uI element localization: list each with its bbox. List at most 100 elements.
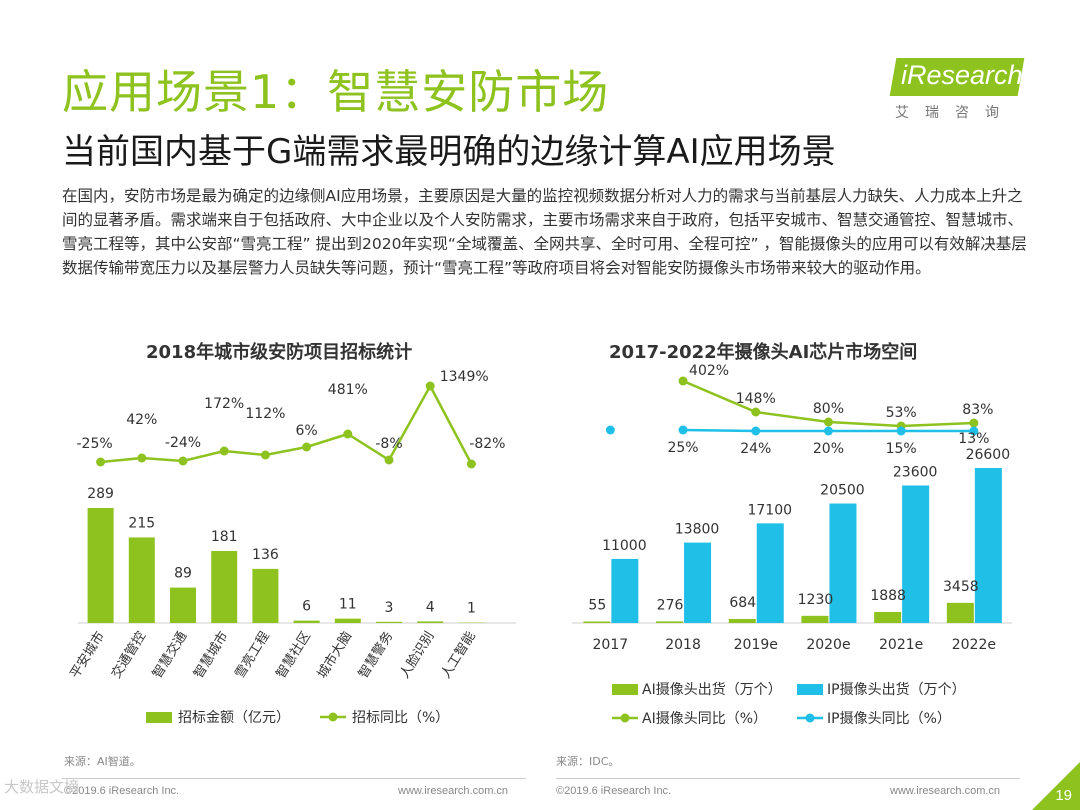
chart1-yoy-label-0: -25% (77, 436, 113, 452)
chart1-bar-label-2: 89 (174, 566, 192, 582)
chart2-ip-yoy-label-2: 24% (740, 441, 771, 457)
chart2-ip-bar-4 (902, 485, 930, 623)
chart2-ai-yoy-label-2: 148% (736, 391, 776, 407)
chart2-ai-yoy-point-2 (751, 407, 761, 417)
chart1-category-label-6: 城市大脑 (314, 629, 355, 682)
chart1-bar-label-8: 4 (426, 599, 435, 615)
logo-text: iResearch (901, 60, 1023, 90)
chart1-legend-line-marker (328, 712, 338, 722)
chart2-legend-ip-line-label: IP摄像头同比（%） (827, 711, 951, 727)
chart1-yoy-point-1 (137, 453, 147, 463)
chart2-title: 2017-2022年摄像头AI芯片市场空间 (609, 342, 918, 363)
chart2-ai-yoy-label-4: 53% (886, 405, 917, 421)
chart1-title: 2018年城市级安防项目招标统计 (146, 342, 413, 363)
chart2-ip-bar-2 (756, 523, 784, 623)
chart2-ip-yoy-point-4 (896, 426, 906, 436)
chart1-yoy-line (100, 383, 473, 465)
chart2-category-label-1: 2018 (665, 637, 701, 653)
footer-right-url[interactable]: www.iresearch.com.cn (890, 785, 1001, 797)
chart1-bar-4 (252, 568, 279, 623)
chart2-ip-yoy-label-3: 20% (813, 441, 844, 457)
chart1-bar-label-1: 215 (128, 515, 155, 531)
chart1-yoy-point-6 (343, 429, 353, 439)
chart1-legend-line-label: 招标同比（%） (352, 710, 449, 726)
chart1-category-label-0: 平安城市 (67, 629, 108, 682)
chart2-ip-bar-label-5: 26600 (966, 447, 1011, 463)
footer-left-copyright: ©2019.6 iResearch Inc. (64, 785, 180, 797)
chart2-legend-ai-line-label: AI摄像头同比（%） (642, 711, 767, 727)
chart1-category-label-5: 智慧社区 (273, 629, 314, 682)
chart1-bar-8 (417, 621, 444, 623)
chart2-ai-bar-label-3: 1230 (798, 592, 834, 608)
chart2-legend-ip-bar-swatch (797, 684, 823, 695)
chart1-legend-bar-label: 招标金额（亿元） (178, 710, 290, 726)
chart1-category-label-2: 智慧交通 (149, 629, 190, 682)
chart1-yoy-point-5 (302, 442, 312, 452)
chart2-category-label-5: 2022e (952, 637, 996, 653)
chart2-ai-bar-label-4: 1888 (870, 588, 906, 604)
chart1-yoy-label-9: -82% (469, 436, 505, 452)
logo-subtext: 艾瑞咨询 (895, 105, 1015, 121)
chart2-legend-ai-bar-label: AI摄像头出货（万个） (642, 681, 782, 698)
chart2-ai-bar-2 (728, 619, 756, 623)
chart2-ai-yoy-label-5: 83% (962, 402, 993, 418)
chart1-legend-bar-swatch (146, 712, 172, 723)
chart2-ip-bar-label-2: 17100 (747, 502, 792, 518)
chart2-ai-yoy-point-1 (678, 376, 688, 386)
chart2-ai-bar-4 (874, 611, 902, 623)
chart1-bar-7 (376, 621, 402, 623)
chart1-category-label-3: 智慧城市 (190, 629, 231, 682)
chart2-ai-bar-5 (946, 602, 974, 623)
chart1-bar-label-9: 1 (467, 601, 476, 617)
watermark: 大数据文摘 (4, 778, 80, 796)
chart1-bar-5 (293, 620, 320, 623)
chart1-source: 来源：AI智道。 (64, 755, 141, 768)
chart1-bar-label-6: 11 (339, 597, 357, 613)
page-number: 19 (1055, 787, 1072, 804)
chart2-legend-ip-bar-label: IP摄像头出货（万个） (827, 681, 966, 698)
chart1-bar-1 (128, 537, 155, 623)
chart2-category-label-4: 2021e (879, 637, 923, 653)
chart1-yoy-label-7: -8% (375, 436, 402, 452)
chart2-ip-yoy-point-0 (605, 425, 615, 435)
chart2-ip-yoy-point-3 (823, 426, 833, 436)
chart2-category-label-3: 2020e (806, 637, 850, 653)
chart2-ip-bar-3 (829, 503, 857, 623)
chart1-yoy-label-8: 1349% (440, 369, 489, 385)
chart1-yoy-point-3 (219, 446, 229, 456)
chart2-ip-yoy-point-5 (969, 426, 979, 436)
chart2-ai-bar-label-5: 3458 (943, 579, 979, 595)
chart2-ai-bar-label-2: 684 (729, 595, 756, 611)
chart1-category-label-7: 智慧警务 (355, 629, 396, 682)
footer-right-copyright: ©2019.6 iResearch Inc. (556, 785, 672, 797)
chart2-ai-bar-3 (801, 615, 829, 623)
chart2-ip-yoy-point-1 (678, 425, 688, 435)
chart1-yoy-point-0 (96, 457, 106, 467)
chart1-bar-3 (211, 550, 238, 623)
chart1-yoy-label-3: 172% (204, 396, 244, 412)
chart1-bar-6 (334, 618, 361, 623)
chart1-yoy-point-7 (384, 455, 394, 465)
chart2-ip-bar-label-3: 20500 (820, 483, 865, 499)
chart1-bar-0 (87, 508, 114, 623)
chart1-yoy-point-9 (466, 459, 476, 469)
chart1-bar-label-0: 289 (87, 486, 114, 502)
slide-title: 应用场景1：智慧安防市场 (62, 65, 610, 119)
page-number-corner (1032, 762, 1080, 810)
slide-subtitle: 当前国内基于G端需求最明确的边缘计算AI应用场景 (62, 132, 836, 172)
chart2-ai-yoy-label-1: 402% (689, 363, 729, 379)
footer-divider-right (556, 778, 1020, 779)
chart1-category-label-4: 雪亮工程 (232, 629, 273, 682)
footer-divider-left (62, 778, 526, 779)
footer-left-url[interactable]: www.iresearch.com.cn (398, 785, 509, 797)
chart1-yoy-point-8 (425, 381, 435, 391)
chart1-yoy-label-4: 112% (245, 406, 285, 422)
chart2-legend-ai-line-marker (620, 713, 630, 723)
chart2-ip-yoy-label-4: 15% (886, 441, 917, 457)
chart1-bar-2 (170, 587, 196, 623)
chart1-yoy-point-4 (260, 450, 270, 460)
chart1-bar-label-3: 181 (211, 529, 238, 545)
chart1-yoy-label-2: -24% (165, 435, 201, 451)
chart1-bar-label-4: 136 (252, 547, 279, 563)
